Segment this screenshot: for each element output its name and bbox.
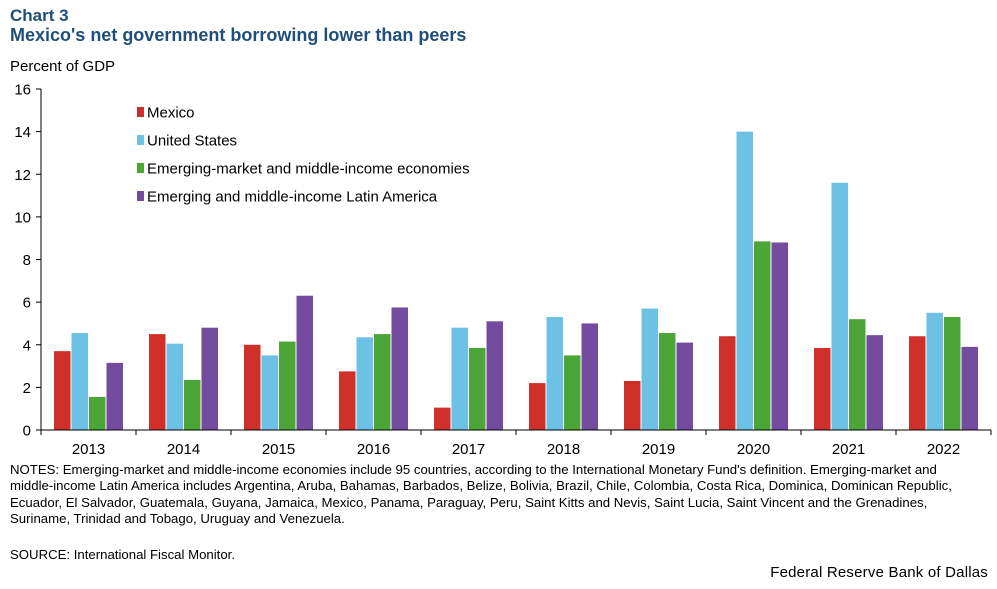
bar-united-states-2019 — [641, 308, 658, 430]
y-tick-label: 12 — [14, 167, 31, 184]
bar-emerging-and-middle-income-latin-america-2022 — [961, 346, 978, 430]
bar-emerging-and-middle-income-latin-america-2017 — [486, 321, 503, 430]
x-tick-label: 2016 — [357, 441, 390, 458]
bar-emerging-market-and-middle-income-economies-2018 — [564, 355, 581, 430]
legend-label: United States — [147, 133, 237, 150]
chart-notes: NOTES: Emerging-market and middle-income… — [10, 462, 952, 527]
bar-mexico-2017 — [434, 407, 451, 430]
legend-swatch — [137, 191, 144, 201]
x-tick-label: 2017 — [452, 441, 485, 458]
bar-emerging-market-and-middle-income-economies-2015 — [279, 341, 296, 430]
chart-source: SOURCE: International Fiscal Monitor. — [10, 547, 236, 562]
bar-emerging-market-and-middle-income-economies-2013 — [89, 396, 106, 430]
y-tick-label: 10 — [14, 209, 31, 226]
y-tick-label: 0 — [23, 423, 31, 440]
bar-mexico-2018 — [529, 383, 546, 430]
bar-emerging-market-and-middle-income-economies-2019 — [659, 333, 676, 430]
legend-swatch — [137, 163, 144, 173]
bar-united-states-2021 — [831, 182, 848, 430]
bar-emerging-and-middle-income-latin-america-2013 — [106, 362, 123, 430]
bar-united-states-2022 — [926, 312, 943, 430]
y-tick-label: 14 — [14, 124, 31, 141]
bar-mexico-2019 — [624, 380, 641, 430]
bar-emerging-and-middle-income-latin-america-2019 — [676, 342, 693, 430]
bar-mexico-2014 — [149, 334, 166, 430]
bar-emerging-and-middle-income-latin-america-2020 — [771, 242, 788, 430]
bar-emerging-and-middle-income-latin-america-2015 — [296, 295, 313, 430]
publisher-credit: Federal Reserve Bank of Dallas — [770, 564, 988, 581]
bar-emerging-market-and-middle-income-economies-2014 — [184, 379, 201, 430]
bar-chart: 0 2 4 6 8 10 12 14 16 2013 2014 2015 2016 2017 2018 201… — [14, 82, 992, 458]
bar-emerging-market-and-middle-income-economies-2017 — [469, 347, 486, 430]
bar-emerging-market-and-middle-income-economies-2020 — [754, 241, 771, 430]
x-tick-label: 2014 — [167, 441, 200, 458]
bar-united-states-2014 — [166, 343, 183, 430]
legend-label: Mexico — [147, 105, 195, 122]
y-tick-label: 6 — [23, 295, 31, 312]
bar-emerging-market-and-middle-income-economies-2016 — [374, 334, 391, 430]
bar-united-states-2015 — [261, 355, 278, 430]
x-tick-label: 2013 — [72, 441, 105, 458]
x-tick-label: 2015 — [262, 441, 295, 458]
bar-mexico-2020 — [719, 336, 736, 430]
x-tick-label: 2021 — [832, 441, 865, 458]
title-block: Chart 3 Mexico's net government borrowin… — [10, 6, 466, 46]
legend-swatch — [137, 107, 144, 117]
bar-emerging-and-middle-income-latin-america-2021 — [866, 335, 883, 430]
y-tick-label: 16 — [14, 82, 31, 99]
bar-emerging-market-and-middle-income-economies-2021 — [849, 319, 866, 430]
bar-mexico-2022 — [909, 336, 926, 430]
y-tick-label: 2 — [23, 380, 31, 397]
bar-mexico-2013 — [54, 351, 71, 430]
chart-number-label: Chart 3 — [10, 6, 69, 25]
bar-united-states-2018 — [546, 317, 563, 430]
bar-emerging-and-middle-income-latin-america-2016 — [391, 307, 408, 430]
y-axis-unit-label: Percent of GDP — [10, 58, 116, 75]
bar-united-states-2017 — [451, 327, 468, 430]
legend-swatch — [137, 135, 144, 145]
bar-united-states-2020 — [736, 131, 753, 430]
bar-emerging-market-and-middle-income-economies-2022 — [944, 317, 961, 430]
x-tick-label: 2022 — [927, 441, 960, 458]
bar-emerging-and-middle-income-latin-america-2014 — [201, 327, 218, 430]
x-tick-label: 2020 — [737, 441, 770, 458]
legend-label: Emerging and middle-income Latin America — [147, 189, 438, 206]
chart-title: Mexico's net government borrowing lower … — [10, 25, 467, 45]
bar-united-states-2013 — [71, 333, 88, 430]
x-tick-label: 2019 — [642, 441, 675, 458]
bar-mexico-2015 — [244, 344, 261, 430]
bar-mexico-2016 — [339, 371, 356, 430]
legend-label: Emerging-market and middle-income econom… — [147, 161, 470, 178]
x-tick-label: 2018 — [547, 441, 580, 458]
bar-united-states-2016 — [356, 337, 373, 430]
bar-emerging-and-middle-income-latin-america-2018 — [581, 323, 598, 430]
y-tick-label: 8 — [23, 252, 31, 269]
bar-mexico-2021 — [814, 347, 831, 430]
y-tick-label: 4 — [23, 337, 31, 354]
